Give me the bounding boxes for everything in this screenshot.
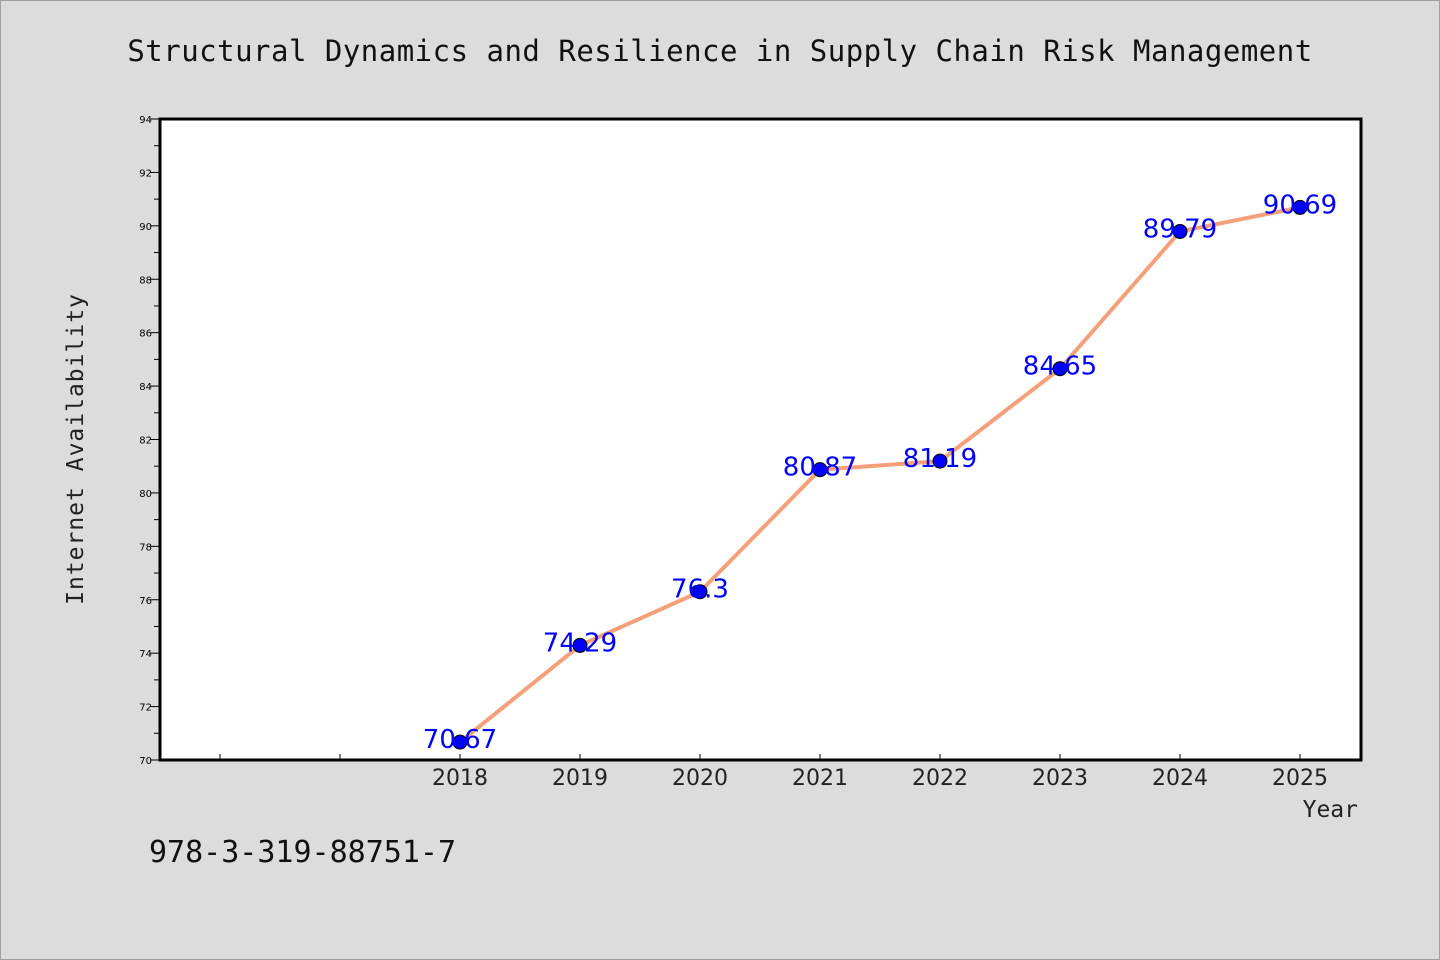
data-label: 89.79 xyxy=(1143,214,1217,244)
isbn-footer: 978-3-319-88751-7 xyxy=(149,835,457,870)
data-label: 80.87 xyxy=(783,453,857,483)
y-tick-label: 72 xyxy=(139,703,152,714)
y-tick-label: 84 xyxy=(139,382,152,393)
x-tick-label: 2025 xyxy=(1272,766,1328,791)
x-axis: 2018 2019 2020 2021 2022 2023 2024 2025 xyxy=(219,754,1328,791)
x-tick-label: 2022 xyxy=(912,766,968,791)
x-axis-label: Year xyxy=(1302,797,1358,823)
y-tick-label: 82 xyxy=(139,436,152,447)
data-label: 74.29 xyxy=(543,628,617,658)
x-tick-label: 2024 xyxy=(1152,766,1208,791)
series-markers xyxy=(452,199,1308,750)
x-tick-label: 2019 xyxy=(552,766,608,791)
data-label: 81.19 xyxy=(903,444,977,474)
y-axis: 70 72 74 76 78 80 82 84 86 88 90 92 94 xyxy=(139,115,160,767)
data-label: 76.3 xyxy=(671,575,729,605)
data-point xyxy=(572,637,588,653)
x-tick-label: 2023 xyxy=(1032,766,1088,791)
y-tick-label: 86 xyxy=(139,329,152,340)
data-label: 70.67 xyxy=(423,725,497,755)
y-axis-label: Internet Availability xyxy=(63,293,89,605)
data-point xyxy=(1052,361,1068,377)
y-tick-label: 76 xyxy=(139,596,152,607)
y-tick-label: 94 xyxy=(139,115,152,126)
data-labels: 70.67 74.29 76.3 80.87 81.19 84.65 89.79 90.69 xyxy=(423,190,1337,755)
y-tick-label: 70 xyxy=(139,756,152,767)
y-tick-label: 88 xyxy=(139,275,152,286)
data-point xyxy=(692,584,708,600)
series-line xyxy=(458,205,1301,744)
y-tick-label: 92 xyxy=(139,168,152,179)
x-tick-label: 2020 xyxy=(672,766,728,791)
y-tick-label: 78 xyxy=(139,542,152,553)
x-tick-label: 2018 xyxy=(432,766,488,791)
plot-background xyxy=(158,117,1363,762)
data-point xyxy=(452,734,468,750)
data-point xyxy=(1292,199,1308,215)
data-point xyxy=(1172,223,1188,239)
data-label: 90.69 xyxy=(1263,190,1337,220)
y-tick-label: 80 xyxy=(139,489,152,500)
y-tick-label: 74 xyxy=(139,649,152,660)
data-label: 84.65 xyxy=(1023,352,1097,382)
y-tick-label: 90 xyxy=(139,222,152,233)
data-point xyxy=(812,462,828,478)
data-point xyxy=(932,453,948,469)
x-tick-label: 2021 xyxy=(792,766,848,791)
chart-title: Structural Dynamics and Resilience in Su… xyxy=(127,34,1313,68)
